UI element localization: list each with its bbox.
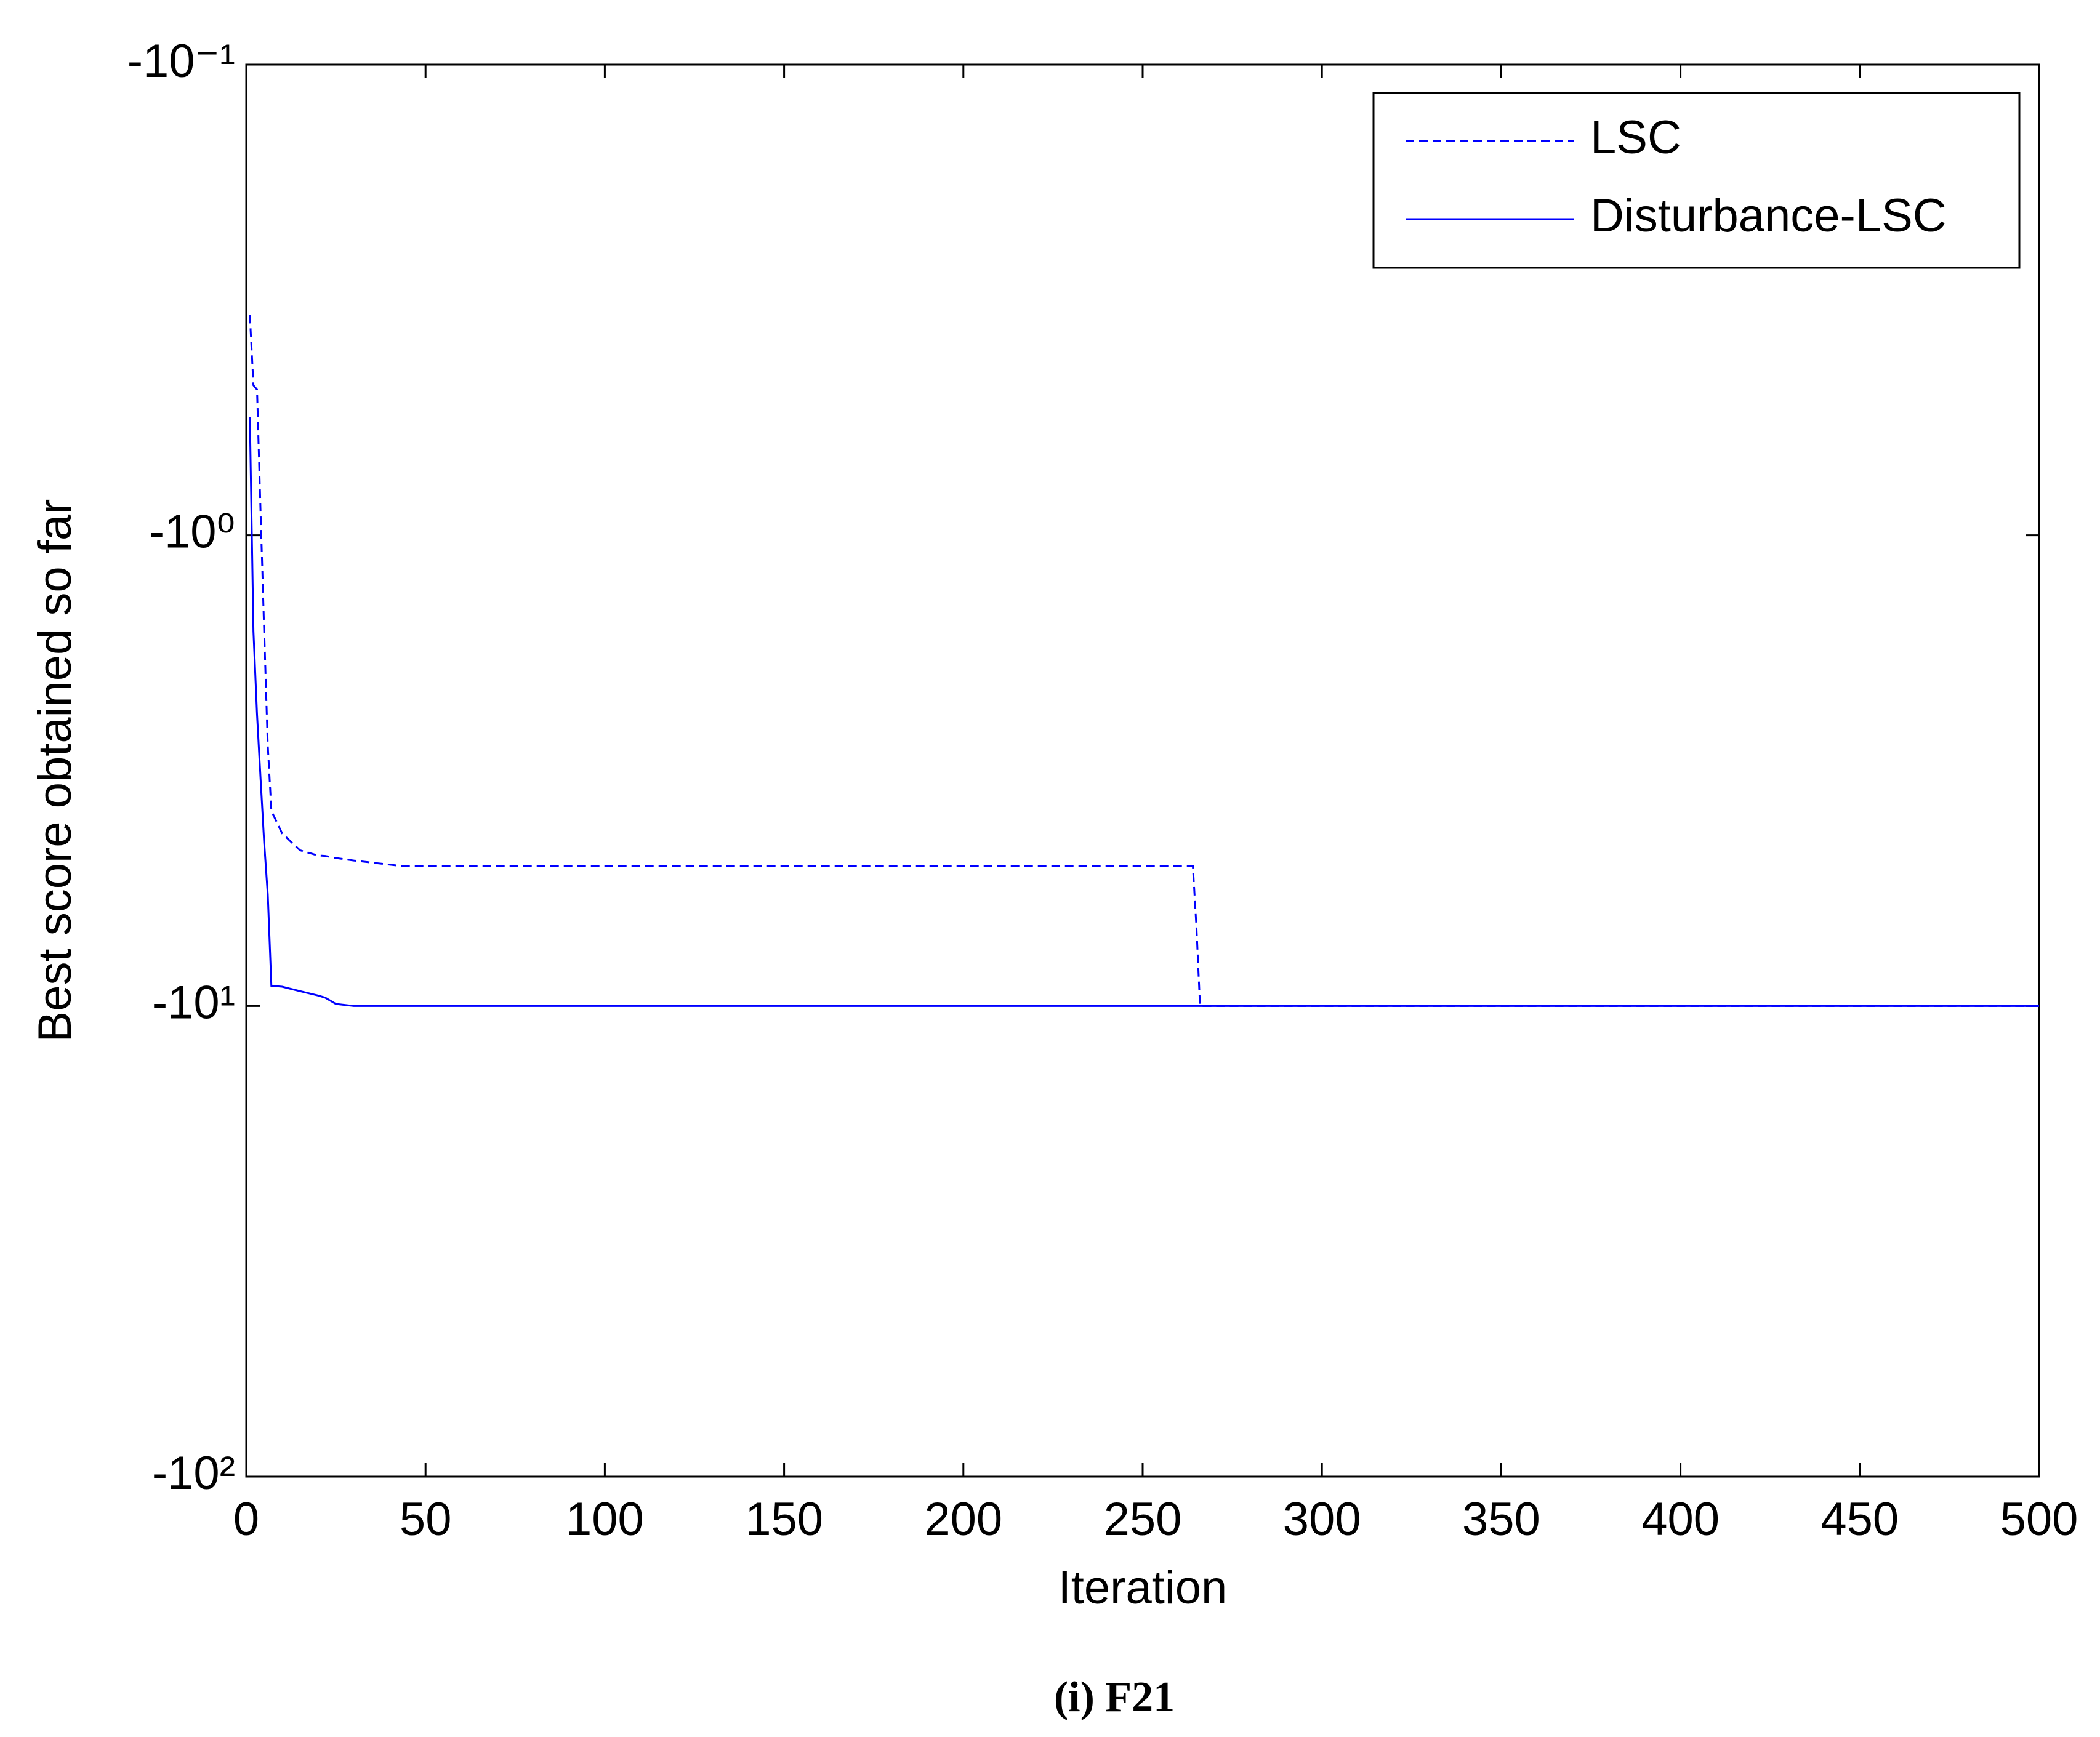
legend-label: Disturbance-LSC bbox=[1590, 190, 1947, 242]
line-series bbox=[249, 315, 2039, 1007]
y-tick-label: -10⁻¹ bbox=[127, 35, 235, 87]
x-tick-label: 100 bbox=[566, 1493, 644, 1546]
x-tick-label: 400 bbox=[1641, 1493, 1720, 1546]
y-axis-label: Best score obtained so far bbox=[29, 499, 81, 1043]
x-tick-label: 0 bbox=[233, 1493, 259, 1546]
x-tick-label: 450 bbox=[1820, 1493, 1899, 1546]
x-tick-label: 250 bbox=[1104, 1493, 1182, 1546]
x-tick-label: 350 bbox=[1462, 1493, 1540, 1546]
x-tick-label: 50 bbox=[400, 1493, 452, 1546]
y-tick-label: -10⁰ bbox=[149, 506, 235, 558]
plot-frame bbox=[245, 63, 2040, 1478]
caption: (i) F21 bbox=[1054, 1674, 1175, 1721]
y-tick-label: -10² bbox=[152, 1447, 235, 1499]
line-series bbox=[249, 417, 2039, 1007]
legend-label: LSC bbox=[1590, 111, 1681, 164]
x-axis-label: Iteration bbox=[1058, 1562, 1228, 1614]
x-tick-label: 150 bbox=[745, 1493, 823, 1546]
x-tick-label: 500 bbox=[2000, 1493, 2078, 1546]
y-tick-label: -10¹ bbox=[152, 976, 235, 1029]
x-tick-label: 300 bbox=[1283, 1493, 1361, 1546]
x-tick-label: 200 bbox=[924, 1493, 1002, 1546]
legend-box bbox=[1372, 92, 2021, 269]
